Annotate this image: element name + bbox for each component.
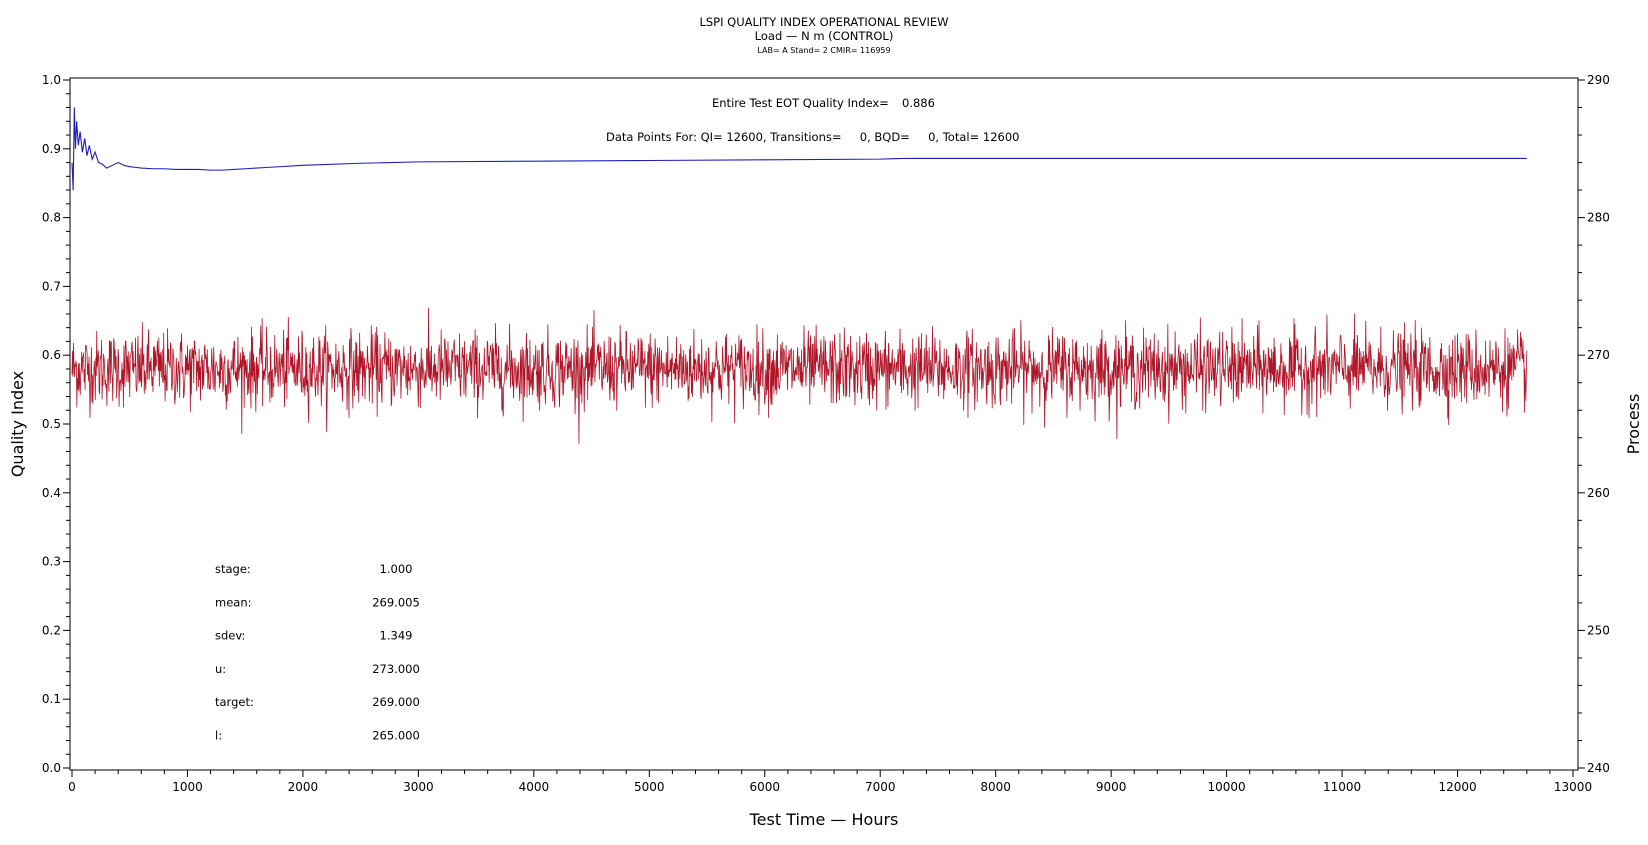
y-tick-label: 0.8 [42, 211, 61, 225]
x-tick-label: 11000 [1323, 780, 1361, 794]
stat-value: 265.000 [372, 729, 420, 743]
y-tick-label: 1.0 [42, 73, 61, 87]
x-tick-label: 1000 [172, 780, 203, 794]
y-axis-label: Quality Index [8, 371, 27, 477]
stat-value: 1.000 [380, 562, 413, 576]
y-tick-label: 0.1 [42, 692, 61, 706]
quality-index-line [71, 107, 1527, 191]
x-tick-label: 4000 [519, 780, 550, 794]
eot-label: Entire Test EOT Quality Index= [712, 96, 889, 110]
x-tick-label: 6000 [749, 780, 780, 794]
y-tick-label: 0.7 [42, 279, 61, 293]
stat-value: 273.000 [372, 662, 420, 676]
quality-index-series [71, 107, 1527, 191]
stat-label: l: [215, 729, 222, 743]
x-tick-label: 8000 [980, 780, 1011, 794]
y-tick-label: 0.9 [42, 142, 61, 156]
process-series [71, 307, 1528, 444]
stat-label: stage: [215, 562, 251, 576]
y-tick-label: 0.6 [42, 348, 61, 362]
x-tick-label: 12000 [1438, 780, 1476, 794]
chart-title: LSPI QUALITY INDEX OPERATIONAL REVIEW [699, 15, 948, 29]
x-axis-label: Test Time — Hours [749, 810, 899, 829]
x-tick-label: 5000 [634, 780, 665, 794]
y-tick-label: 0.2 [42, 623, 61, 637]
stat-value: 1.349 [380, 629, 413, 643]
stat-value: 269.005 [372, 595, 420, 609]
process-line [71, 307, 1528, 444]
y2-tick-label: 240 [1587, 761, 1610, 775]
chart-subsubtitle: LAB= A Stand= 2 CMIR= 116959 [757, 46, 890, 55]
axes: 0 1000 2000 3000 4000 5000 6000 7000 8000 9000 100… [42, 73, 1610, 794]
stats-block: stage: 1.000 mean: 269.005 sdev: 1.349 u: 273.0… [215, 562, 420, 743]
x-tick-label: 2000 [288, 780, 319, 794]
x-tick-label: 3000 [403, 780, 434, 794]
data-points-line: Data Points For: QI= 12600, Transitions=… [606, 130, 1019, 144]
eot-value: 0.886 [902, 96, 935, 110]
stat-label: sdev: [215, 629, 245, 643]
y2-tick-label: 290 [1587, 73, 1610, 87]
plot-frame [69, 77, 1579, 771]
x-tick-label: 0 [68, 780, 76, 794]
chart-subtitle: Load — N m (CONTROL) [755, 29, 894, 43]
x-tick-label: 7000 [865, 780, 896, 794]
y-tick-label: 0.4 [42, 486, 61, 500]
y2-tick-label: 250 [1587, 623, 1610, 637]
stat-label: target: [215, 695, 254, 709]
y2-axis-label: Process [1624, 394, 1643, 455]
y2-tick-label: 270 [1587, 348, 1610, 362]
x-tick-label: 13000 [1554, 780, 1592, 794]
y-tick-label: 0.0 [42, 761, 61, 775]
stat-label: mean: [215, 595, 252, 609]
x-tick-label: 9000 [1096, 780, 1127, 794]
x-tick-label: 10000 [1208, 780, 1246, 794]
stat-label: u: [215, 662, 226, 676]
stat-value: 269.000 [372, 695, 420, 709]
y-tick-label: 0.3 [42, 555, 61, 569]
y-tick-label: 0.5 [42, 417, 61, 431]
y2-tick-label: 280 [1587, 211, 1610, 225]
y2-tick-label: 260 [1587, 486, 1610, 500]
